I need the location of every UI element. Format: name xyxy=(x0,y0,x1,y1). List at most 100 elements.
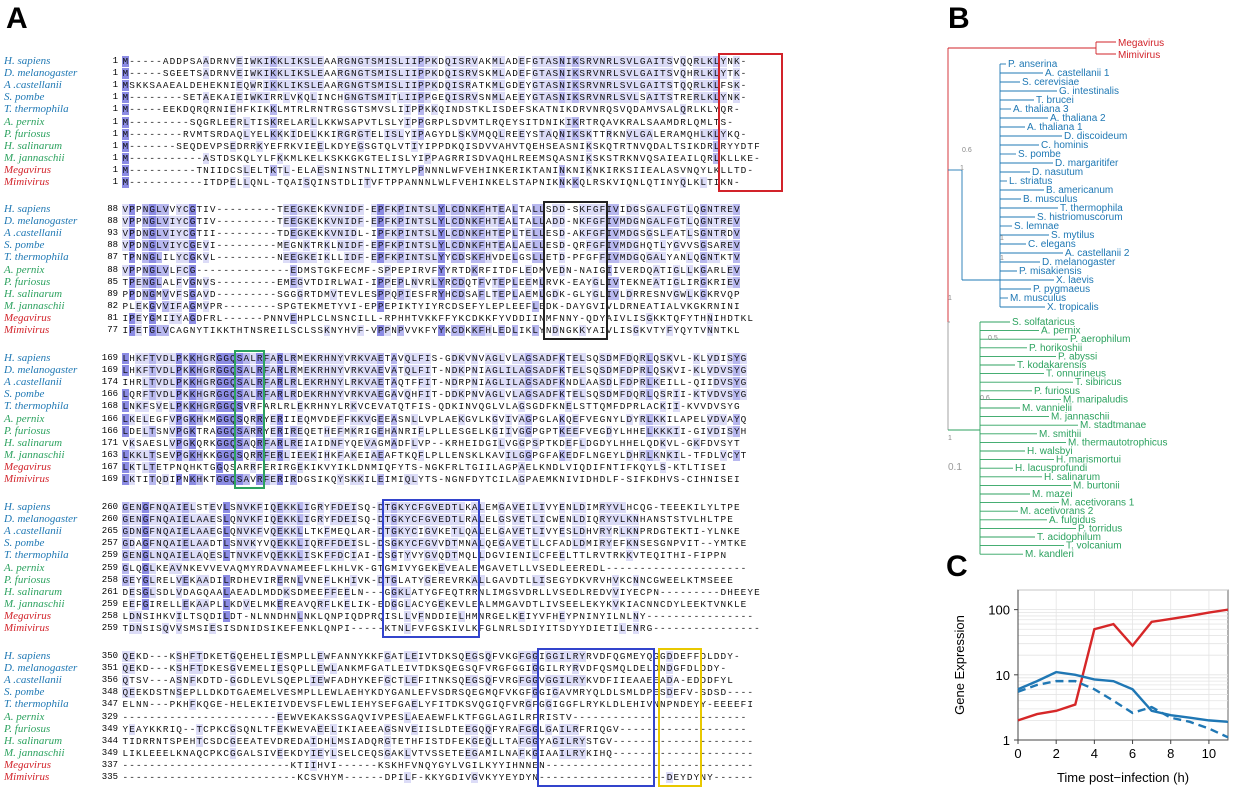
aligned-sequence: GENGFNQAIELSTEVLSNVKFIQEKKLIGRYFDEISQ-DT… xyxy=(122,502,740,513)
species-label: T. thermophila xyxy=(4,400,69,413)
aligned-sequence: LHKFTVDLPKKHGRGGQSALRFARLRMEKRHNYVRKVAEV… xyxy=(122,365,747,377)
aligned-sequence: --------------------------KCSVHYM------D… xyxy=(122,772,754,783)
aligned-sequence: IPEYGMIIYAGDFRL------PNNVEHPLCLNSNCILL-R… xyxy=(122,312,754,324)
aligned-sequence: GEYGLRELVEKAADILRDHEVIRERNLVNEFLKHIVK-DT… xyxy=(122,574,733,586)
aligned-sequence: LKELEGFVPGKHKMGGQSQRRYERIIEQMVDEFFKKVGEE… xyxy=(122,413,747,425)
residue-start-number: 1 xyxy=(112,140,118,151)
panel-label-c: C xyxy=(946,550,968,583)
species-label: A .castellanii xyxy=(4,79,62,92)
residue-start-number: 1 xyxy=(112,56,118,66)
species-label: T. thermophila xyxy=(4,103,69,116)
species-label: P. furiosus xyxy=(4,722,51,735)
tree-leaf-label: M. maripaludis xyxy=(1063,394,1128,405)
species-label: D. melanogaster xyxy=(4,513,78,526)
residue-start-number: 1 xyxy=(112,80,118,91)
tree-leaf-label: D. nasutum xyxy=(1032,167,1083,178)
species-label: Mimivirus xyxy=(4,473,50,485)
aligned-sequence: LNKFSVELPKKHGRGGQSVRFARLRLEKRHNYLRKVCEVA… xyxy=(122,401,740,413)
aligned-sequence: M-----------ITDPELLQNL-TQAISQINSTDLITVFT… xyxy=(122,177,740,188)
sequence-alignment: H. sapiens 1 M-----ADDPSAADRNVEIWKIKKLIKSL… xyxy=(4,53,783,788)
aligned-sequence: QEEKDSTNSEPLLDKDTGAEMELVESMPLLEWLAEHYKDY… xyxy=(122,687,754,699)
aligned-sequence: M--------SETAEKAIEIWKIRRLVKQLINCHGNGTSMI… xyxy=(122,92,747,104)
y-tick-label: 100 xyxy=(988,603,1010,618)
residue-start-number: 259 xyxy=(101,598,118,609)
species-label: A .castellanii xyxy=(4,376,62,389)
aligned-sequence: VPDNGLVIYCGEVI---------MEGNKTRKLNIDF-EPF… xyxy=(122,240,741,252)
tree-leaf-label: S. lemnae xyxy=(1014,221,1059,232)
species-label: A .castellanii xyxy=(4,674,62,687)
species-label: D. melanogaster xyxy=(4,67,78,80)
tree-leaf-label: T. acidophilum xyxy=(1037,532,1101,543)
residue-start-number: 349 xyxy=(101,747,118,758)
tree-leaf-label: G. intestinalis xyxy=(1059,86,1119,97)
species-label: Megavirus xyxy=(4,609,52,622)
residue-start-number: 1 xyxy=(112,164,118,175)
aligned-sequence: MSKKSAAEALDEHEKNIEQWRIKKLIKSLEAARGNGTSMI… xyxy=(122,80,747,92)
tree-leaf-label: M. mazei xyxy=(1032,489,1073,500)
tree-leaf-label: H. lacusprofundi xyxy=(1015,463,1087,474)
species-label: H. salinarum xyxy=(4,585,63,598)
species-label: Megavirus xyxy=(4,163,52,176)
tree-leaf-label: A. pernix xyxy=(1041,326,1080,337)
residue-start-number: 169 xyxy=(101,474,118,484)
tree-leaf-label: L. striatus xyxy=(1009,176,1052,187)
x-tick-label: 10 xyxy=(1202,746,1216,761)
tree-leaf-label: B. musculus xyxy=(1023,194,1077,205)
aligned-sequence: M-------SEQDEVPSEDRRKYEFRKVIEELKDYEGSGTQ… xyxy=(122,140,760,152)
tree-leaf-label: M. stadtmanae xyxy=(1080,420,1147,431)
species-label: M. jannaschii xyxy=(4,151,65,164)
aligned-sequence: LKTLTETPNQHKTGGQSARRFERIRGEKIKVYIKLDNMIQ… xyxy=(122,461,727,473)
tree-support-value: 1 xyxy=(960,165,964,172)
tree-leaf-label: T. thermophila xyxy=(1060,203,1123,214)
tree-leaf-label: A. castellanii 1 xyxy=(1045,68,1110,79)
tree-support-value: 1 xyxy=(1000,235,1004,242)
x-tick-label: 4 xyxy=(1091,746,1098,761)
aligned-sequence: M-----ADDPSAADRNVEIWKIKKLIKSLEAARGNGTSMI… xyxy=(122,56,747,67)
x-tick-label: 2 xyxy=(1053,746,1060,761)
residue-start-number: 260 xyxy=(101,514,118,525)
y-tick-label: 10 xyxy=(996,668,1010,683)
residue-start-number: 88 xyxy=(107,216,118,227)
tree-leaf-label: P. abyssi xyxy=(1058,351,1097,362)
aligned-sequence: LDELTSNVPGKTRAGGQSARRYERIREQETHEFMKRIGEH… xyxy=(122,425,747,437)
aligned-sequence: PLEKGVVIFAGMVPR--------SPGTEKMETYVI-EPPE… xyxy=(122,300,740,312)
residue-start-number: 171 xyxy=(101,437,118,448)
species-label: S. pombe xyxy=(4,686,45,699)
aligned-sequence: LKTITQDIPNKHKTGGQSAVRFERIRDGSIKQYSKKILEI… xyxy=(122,474,740,485)
tree-leaf-label: A. fulgidus xyxy=(1049,515,1096,526)
expression-chart: 0 2 4 6 8 10 1 10 100 Time post−infection (h) Gene… xyxy=(952,589,1229,785)
series-line-2 xyxy=(1017,679,1229,739)
tree-scale-label: 0.1 xyxy=(948,462,962,473)
residue-start-number: 82 xyxy=(107,300,118,311)
aligned-sequence: VPPNGLVLFCG--------------EDMSTGKFECMF-SP… xyxy=(122,264,741,276)
tree-leaf-label: M. jannaschii xyxy=(1051,412,1109,423)
residue-start-number: 258 xyxy=(101,610,118,621)
tree-leaf-label: T. kodakarensis xyxy=(1017,360,1086,371)
species-label: A. pernix xyxy=(4,561,45,574)
tree-leaf-label: T. onnurineus xyxy=(1046,369,1106,380)
residue-start-number: 88 xyxy=(107,240,118,251)
residue-start-number: 335 xyxy=(101,772,118,782)
tree-support-value: 0.6 xyxy=(980,395,990,402)
aligned-sequence: LKKLTSEVPGKHKKGGQSQRRFERLIEEKIHKFAKEIAEA… xyxy=(122,449,747,461)
species-label: T. thermophila xyxy=(4,251,69,264)
tree-leaf-label: S. pombe xyxy=(1018,149,1061,160)
tree-leaf-label: T. brucei xyxy=(1036,95,1074,106)
species-label: Mimivirus xyxy=(4,771,50,783)
aligned-sequence: GDAGFNQAIELAADTLSNVKYVQEKKLIQRFFDEISL-DS… xyxy=(122,538,747,550)
aligned-sequence: DESGLSDLVDAGQAALAEADLMDDKSDMEEFFEELN---G… xyxy=(122,586,760,598)
species-label: S. pombe xyxy=(4,91,45,104)
species-label: A .castellanii xyxy=(4,227,62,240)
x-tick-label: 8 xyxy=(1167,746,1174,761)
tree-leaf-label: B. americanum xyxy=(1046,185,1113,196)
species-label: H. salinarum xyxy=(4,436,63,449)
species-label: S. pombe xyxy=(4,239,45,252)
tree-leaf-label: Mimivirus xyxy=(1118,50,1160,61)
tree-leaf-label: S. cerevisiae xyxy=(1022,77,1080,88)
residue-start-number: 93 xyxy=(107,228,118,239)
species-label: D. melanogaster xyxy=(4,662,78,675)
aligned-sequence: M-----SGEETSADRNVEIWKIKKLIKSLEAARGNGTSMI… xyxy=(122,68,747,80)
species-label: D. melanogaster xyxy=(4,364,78,377)
panel-label-a: A xyxy=(6,2,28,35)
tree-leaf-label: H. marismortui xyxy=(1056,455,1121,466)
